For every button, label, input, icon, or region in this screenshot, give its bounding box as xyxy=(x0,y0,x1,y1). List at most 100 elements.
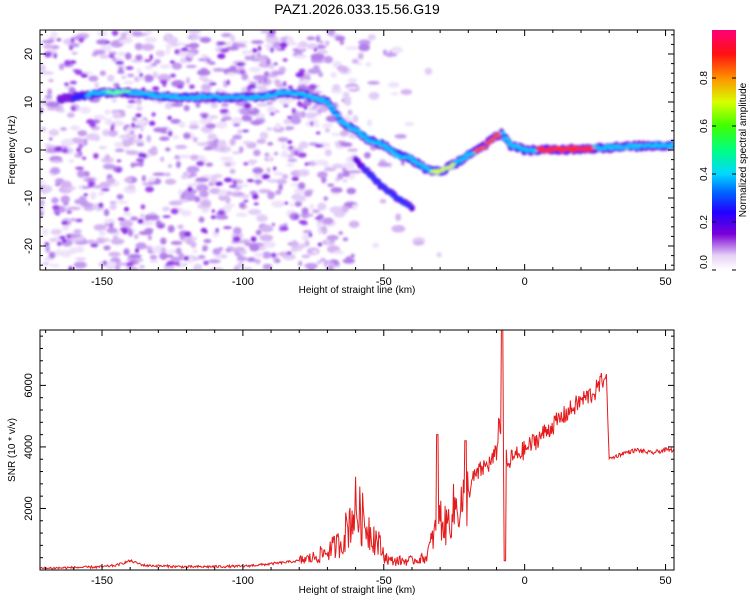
noise-blob xyxy=(140,213,145,219)
noise-blob xyxy=(190,154,199,161)
noise-blob xyxy=(112,57,117,62)
noise-blob xyxy=(171,62,183,70)
noise-blob xyxy=(287,140,293,145)
noise-blob xyxy=(166,260,176,266)
secondary-ridge-core xyxy=(376,181,383,186)
noise-blob xyxy=(110,125,114,132)
noise-blob xyxy=(276,178,288,185)
noise-blob xyxy=(166,254,174,258)
noise-blob xyxy=(150,146,158,154)
ridge-core xyxy=(323,100,330,104)
noise-blob xyxy=(337,172,344,180)
ridge-core xyxy=(195,96,202,100)
noise-blob xyxy=(56,38,62,42)
ridge-core xyxy=(262,95,269,99)
noise-blob xyxy=(312,209,320,213)
noise-blob xyxy=(195,177,209,183)
noise-blob xyxy=(273,79,281,85)
noise-blob xyxy=(298,41,308,48)
noise-blob xyxy=(136,142,145,147)
noise-blob xyxy=(289,202,294,207)
noise-blob xyxy=(283,119,292,125)
noise-blob xyxy=(300,222,308,226)
noise-blob xyxy=(61,249,72,258)
noise-blob xyxy=(106,177,116,185)
noise-blob xyxy=(82,156,87,160)
noise-blob xyxy=(88,75,99,82)
noise-blob xyxy=(214,181,223,187)
noise-blob xyxy=(71,51,78,55)
noise-blob xyxy=(196,184,209,192)
noise-blob xyxy=(233,123,241,127)
noise-blob xyxy=(74,246,85,253)
noise-blob xyxy=(215,228,219,234)
spectrogram-y-tick-label: 10 xyxy=(23,96,35,108)
noise-blob xyxy=(57,241,62,247)
noise-blob xyxy=(44,242,50,246)
noise-blob xyxy=(281,142,286,151)
noise-blob xyxy=(294,214,298,220)
noise-blob xyxy=(170,208,179,215)
noise-blob xyxy=(301,207,309,215)
noise-blob xyxy=(258,85,268,94)
noise-blob xyxy=(139,265,145,269)
noise-blob xyxy=(48,78,54,83)
noise-blob xyxy=(103,245,111,251)
noise-blob xyxy=(279,47,286,51)
noise-blob xyxy=(390,46,403,54)
noise-blob xyxy=(243,162,249,166)
noise-blob xyxy=(251,54,256,59)
noise-blob xyxy=(325,238,331,245)
noise-blob xyxy=(48,129,60,137)
noise-blob xyxy=(102,129,110,137)
snr-x-tick-label: -150 xyxy=(91,575,113,587)
noise-blob xyxy=(149,120,156,126)
noise-blob xyxy=(314,144,324,148)
noise-blob xyxy=(134,42,143,51)
noise-blob xyxy=(317,228,322,235)
noise-blob xyxy=(70,137,85,144)
noise-blob xyxy=(61,239,67,244)
noise-blob xyxy=(330,71,337,79)
noise-blob xyxy=(176,51,191,57)
noise-blob xyxy=(273,171,284,176)
noise-blob xyxy=(124,177,133,183)
noise-blob xyxy=(221,102,229,108)
spectrogram-xlabel: Height of straight line (km) xyxy=(299,285,416,296)
noise-blob xyxy=(167,164,173,168)
noise-blob xyxy=(271,70,285,76)
spectrogram-x-tick-label: 50 xyxy=(659,276,671,288)
noise-blob xyxy=(162,81,167,88)
noise-blob xyxy=(232,151,241,155)
noise-blob xyxy=(60,138,74,147)
noise-blob xyxy=(109,203,117,211)
noise-blob xyxy=(261,251,272,259)
noise-blob xyxy=(238,146,244,154)
noise-blob xyxy=(71,217,76,222)
noise-blob xyxy=(238,194,250,199)
noise-blob xyxy=(294,201,302,207)
noise-blob xyxy=(262,241,276,249)
noise-blob xyxy=(202,246,208,252)
noise-blob xyxy=(224,162,232,167)
noise-blob xyxy=(203,238,212,244)
noise-blob xyxy=(267,153,272,161)
noise-blob xyxy=(238,202,246,209)
noise-blob xyxy=(372,242,380,249)
noise-blob xyxy=(52,205,60,210)
noise-blob xyxy=(308,232,312,238)
noise-blob xyxy=(120,32,128,37)
noise-blob xyxy=(346,86,359,90)
noise-blob xyxy=(261,173,271,180)
noise-blob xyxy=(370,92,379,97)
noise-blob xyxy=(267,74,278,78)
noise-blob xyxy=(310,53,325,61)
noise-blob xyxy=(64,59,71,66)
noise-blob xyxy=(196,142,210,147)
noise-blob xyxy=(108,251,121,257)
noise-blob xyxy=(127,228,134,237)
noise-blob xyxy=(241,50,248,56)
noise-blob xyxy=(320,258,326,262)
noise-blob xyxy=(233,238,238,243)
noise-blob xyxy=(253,173,264,178)
